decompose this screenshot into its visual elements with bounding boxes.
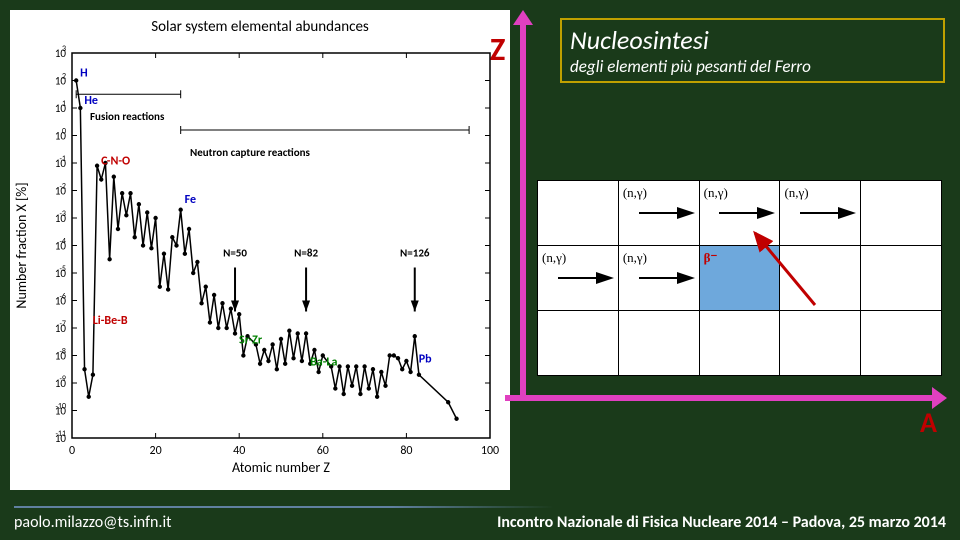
svg-text:H: H [80,67,88,81]
svg-text:40: 40 [233,444,245,458]
title-sub: degli elementi più pesanti del Ferro [570,56,935,77]
svg-text:Atomic number Z: Atomic number Z [232,459,330,476]
nuclide-cell [538,181,619,246]
nuclide-cell [861,181,942,246]
svg-text:-5: -5 [59,264,66,274]
svg-text:-8: -8 [59,347,66,357]
svg-text:Number fraction X [%]: Number fraction X [%] [13,182,30,308]
footer-email: paolo.milazzo@ts.infn.it [14,513,171,532]
svg-text:0: 0 [69,444,75,458]
nuclide-cell: β⁻ [699,246,780,311]
nuclide-grid: (n,γ)(n,γ)(n,γ)(n,γ)(n,γ)β⁻ [537,180,942,375]
title-main: Nucleosintesi [570,24,935,56]
svg-text:1: 1 [62,99,66,109]
nuclide-cell [780,246,861,311]
svg-text:-11: -11 [55,429,66,439]
svg-text:80: 80 [400,444,412,458]
svg-text:-10: -10 [55,402,66,412]
neutron-capture-label: Neutron capture reactions [190,146,310,159]
z-axis-line [520,20,526,400]
nuclide-cell: (n,γ) [699,181,780,246]
svg-text:He: He [84,94,98,108]
svg-text:N=126: N=126 [400,247,430,260]
svg-text:100: 100 [481,444,499,458]
a-axis-label: A [920,405,937,440]
svg-text:-2: -2 [59,182,66,192]
fusion-reactions-label: Fusion reactions [90,110,164,123]
svg-text:Sr-Zr: Sr-Zr [239,333,263,347]
svg-text:Pb: Pb [419,353,432,367]
footer: paolo.milazzo@ts.infn.it Incontro Nazion… [0,513,960,532]
svg-text:Li-Be-B: Li-Be-B [93,314,128,328]
svg-text:3: 3 [62,44,66,54]
nuclide-cell [780,311,861,376]
svg-text:60: 60 [317,444,329,458]
nuclide-cell [861,246,942,311]
chart-title: Solar system elemental abundances [10,10,510,38]
z-axis-arrowhead [513,10,533,25]
footer-divider [14,506,554,508]
svg-text:-1: -1 [59,154,66,164]
nuclide-cell [538,311,619,376]
svg-text:2: 2 [62,72,66,82]
chart-svg: 10-1110-1010-910-810-710-610-510-410-310… [10,38,510,478]
chart-area: 10-1110-1010-910-810-710-610-510-410-310… [10,38,510,478]
z-axis-label: Z [490,30,505,69]
abundance-chart-panel: Solar system elemental abundances 10-111… [10,10,510,490]
svg-text:-3: -3 [59,209,66,219]
nuclide-cell: (n,γ) [618,246,699,311]
svg-text:-4: -4 [59,237,66,247]
nuclide-cell: (n,γ) [538,246,619,311]
svg-text:0: 0 [62,127,66,137]
nuclide-cell [861,311,942,376]
svg-text:N=50: N=50 [223,247,247,260]
nuclide-cell [699,311,780,376]
title-box: Nucleosintesi degli elementi più pesanti… [560,18,945,83]
nuclide-table: (n,γ)(n,γ)(n,γ)(n,γ)(n,γ)β⁻ [537,180,942,376]
footer-conference: Incontro Nazionale di Fisica Nucleare 20… [497,513,946,532]
nuclide-cell [618,311,699,376]
nuclide-cell: (n,γ) [618,181,699,246]
svg-text:-7: -7 [59,319,66,329]
svg-text:N=82: N=82 [294,247,318,260]
nuclide-cell: (n,γ) [780,181,861,246]
svg-text:Fe: Fe [185,193,196,207]
svg-text:Ba-La: Ba-La [310,355,337,369]
svg-text:-6: -6 [59,292,66,302]
svg-text:C-N-O: C-N-O [101,155,130,169]
svg-text:-9: -9 [59,374,66,384]
a-axis-line [505,395,935,401]
svg-text:20: 20 [150,444,162,458]
